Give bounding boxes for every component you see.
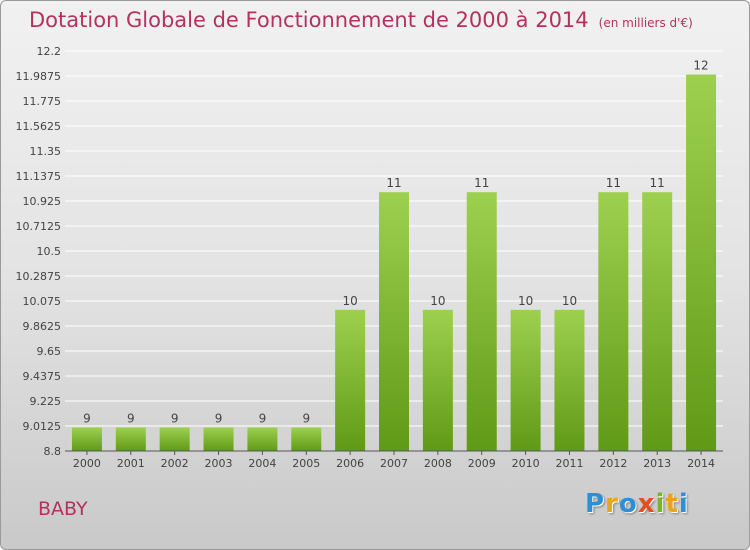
bar-value-label: 11 (650, 176, 665, 190)
logo-letter: i (678, 489, 689, 519)
x-tick-label: 2001 (117, 457, 145, 470)
x-tick-label: 2002 (161, 457, 189, 470)
bar-2013 (642, 192, 673, 452)
bar-value-label: 10 (518, 294, 533, 308)
logo-letter: o (618, 489, 638, 519)
y-tick-label: 9.65 (37, 345, 62, 358)
bar-2006 (335, 309, 366, 451)
logo-letter: i (655, 489, 666, 519)
x-tick-label: 2010 (512, 457, 540, 470)
bar-value-label: 9 (127, 411, 135, 425)
bar-2014 (686, 74, 717, 451)
x-tick-label: 2014 (687, 457, 715, 470)
x-tick-label: 2012 (599, 457, 627, 470)
chart-title-text: Dotation Globale de Fonctionnement de 20… (29, 8, 589, 32)
y-tick-label: 11.9875 (16, 70, 62, 83)
bar-value-label: 9 (302, 411, 310, 425)
bar-value-label: 9 (215, 411, 223, 425)
bar-value-label: 11 (474, 176, 489, 190)
bar-value-label: 9 (83, 411, 91, 425)
y-tick-label: 10.925 (23, 195, 62, 208)
x-axis-ticks: 2000 2001 2002 2003 2004 2005 2006 2007 2008 2009… (73, 451, 715, 470)
y-tick-label: 9.225 (30, 395, 62, 408)
logo-letter: P (585, 489, 606, 519)
x-tick-label: 2007 (380, 457, 408, 470)
bar-2008 (422, 309, 453, 451)
y-tick-label: 10.2875 (16, 270, 62, 283)
y-tick-label: 11.1375 (16, 170, 62, 183)
bar-value-label: 9 (259, 411, 267, 425)
bar-2010 (510, 309, 541, 451)
bar-value-label: 10 (562, 294, 577, 308)
y-axis-ticks: 8.8 9.0125 9.225 9.4375 9.65 9.8625 10.075 10.2… (16, 45, 62, 458)
proxiti-logo[interactable]: Proxiti (585, 489, 689, 519)
y-tick-label: 9.8625 (23, 320, 62, 333)
bar-2000 (71, 427, 102, 451)
bar-value-label: 9 (171, 411, 179, 425)
y-tick-label: 8.8 (44, 445, 62, 458)
bar-value-label: 11 (606, 176, 621, 190)
x-tick-label: 2011 (555, 457, 583, 470)
commune-name: BABY (38, 498, 88, 520)
bar-2004 (247, 427, 278, 451)
logo-letter: t (665, 489, 679, 519)
logo-letter: x (637, 489, 656, 519)
bar-2003 (203, 427, 234, 451)
y-tick-label: 11.5625 (16, 120, 62, 133)
x-tick-label: 2013 (643, 457, 671, 470)
y-tick-label: 10.075 (23, 295, 62, 308)
x-tick-label: 2004 (248, 457, 276, 470)
y-tick-label: 10.7125 (16, 220, 62, 233)
y-tick-label: 12.2 (37, 45, 62, 58)
x-tick-label: 2000 (73, 457, 101, 470)
bar-value-label: 12 (693, 59, 708, 73)
bar-value-label: 11 (386, 176, 401, 190)
bar-value-label: 10 (342, 294, 357, 308)
x-tick-label: 2003 (205, 457, 233, 470)
y-tick-label: 11.35 (30, 145, 62, 158)
chart-title: Dotation Globale de Fonctionnement de 20… (29, 8, 693, 32)
y-tick-label: 9.0125 (23, 420, 62, 433)
x-tick-label: 2005 (292, 457, 320, 470)
bar-2007 (379, 192, 409, 452)
x-tick-label: 2008 (424, 457, 452, 470)
bar-2009 (466, 192, 497, 452)
y-tick-label: 9.4375 (23, 370, 62, 383)
y-tick-label: 11.775 (23, 95, 62, 108)
bar-value-label: 10 (430, 294, 445, 308)
bar-2012 (598, 192, 629, 452)
logo-letter: r (605, 489, 619, 519)
bar-2001 (115, 427, 146, 451)
y-tick-label: 10.5 (37, 245, 62, 258)
bar-2002 (159, 427, 190, 451)
bar-2011 (554, 309, 585, 451)
bar-2005 (291, 427, 322, 451)
chart-unit: (en milliers d'€) (598, 16, 693, 30)
x-tick-label: 2006 (336, 457, 364, 470)
bars: 9 9 9 9 9 9 10 11 10 11 10 10 11 11 12 (71, 59, 717, 452)
x-tick-label: 2009 (468, 457, 496, 470)
